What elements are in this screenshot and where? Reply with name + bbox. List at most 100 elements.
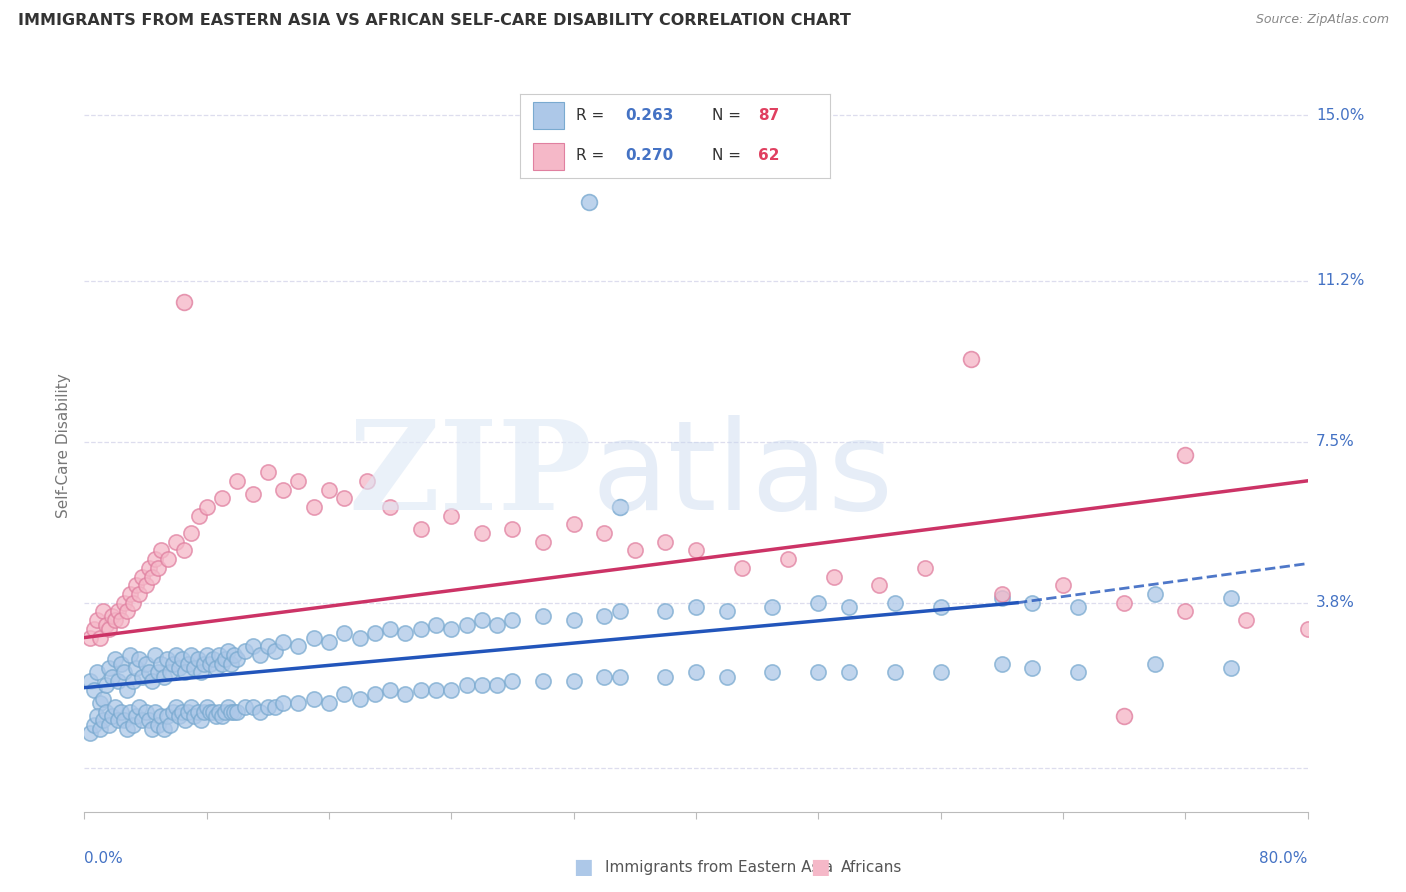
Point [883,596,905,610]
Point [440,622,463,636]
Point [172,705,194,719]
Point [211,709,233,723]
Point [1067,665,1090,680]
Point [83,682,105,697]
Point [112,714,135,728]
Point [120,587,142,601]
Text: IMMIGRANTS FROM EASTERN ASIA VS AFRICAN SELF-CARE DISABILITY CORRELATION CHART: IMMIGRANTS FROM EASTERN ASIA VS AFRICAN … [18,13,851,29]
Point [211,657,233,671]
Point [716,604,738,618]
Point [104,700,127,714]
Point [807,596,830,610]
Point [143,648,166,662]
Point [101,709,124,723]
Point [180,648,202,662]
Point [128,700,150,714]
Point [94,705,117,719]
Point [409,682,432,697]
Point [156,652,179,666]
Point [97,622,120,636]
Point [333,626,356,640]
Point [502,522,524,536]
Point [211,491,233,506]
Point [776,552,799,566]
Point [654,670,676,684]
Point [131,670,153,684]
Point [562,517,585,532]
Point [609,500,631,514]
Point [287,474,309,488]
Point [838,600,860,615]
Point [122,717,145,731]
Point [593,670,616,684]
Point [486,617,509,632]
Point [79,726,101,740]
Point [195,500,218,514]
Point [141,722,163,736]
Point [159,665,181,680]
Point [183,709,205,723]
Point [654,604,676,618]
Point [141,674,163,689]
Point [929,665,952,680]
Point [131,569,153,583]
Text: N =: N = [711,148,745,163]
Point [190,665,212,680]
Text: 80.0%: 80.0% [1260,851,1308,865]
Point [1114,596,1136,610]
Point [409,622,432,636]
Point [214,705,236,719]
Point [138,561,160,575]
Point [364,626,387,640]
Y-axis label: Self-Care Disability: Self-Care Disability [56,374,72,518]
Point [135,657,157,671]
Point [1174,604,1197,618]
Point [91,691,114,706]
Point [271,635,294,649]
Point [135,578,157,592]
Point [349,691,371,706]
Point [356,474,378,488]
Point [929,600,952,615]
Point [94,617,117,632]
Point [146,561,169,575]
Point [271,696,294,710]
Point [89,696,111,710]
Point [1143,587,1166,601]
Point [380,500,402,514]
Point [83,717,105,731]
Point [456,678,478,692]
Point [1143,657,1166,671]
Point [302,500,325,514]
Point [208,648,231,662]
Point [115,682,138,697]
Point [562,674,585,689]
Text: atlas: atlas [592,415,894,536]
Point [173,295,195,310]
Point [1220,661,1243,675]
Point [224,705,246,719]
Point [146,665,169,680]
Point [104,652,127,666]
Point [165,534,187,549]
Point [531,674,554,689]
Text: 7.5%: 7.5% [1316,434,1354,450]
Point [425,617,447,632]
Point [135,705,157,719]
Point [193,705,215,719]
Point [409,522,432,536]
Point [115,604,138,618]
Point [159,717,181,731]
Point [242,700,264,714]
Point [165,700,187,714]
Point [115,722,138,736]
Point [143,705,166,719]
Point [226,652,249,666]
Point [1021,596,1043,610]
Point [440,508,463,523]
Point [120,648,142,662]
Point [198,657,221,671]
Point [1174,448,1197,462]
Bar [533,143,564,169]
Point [174,665,197,680]
